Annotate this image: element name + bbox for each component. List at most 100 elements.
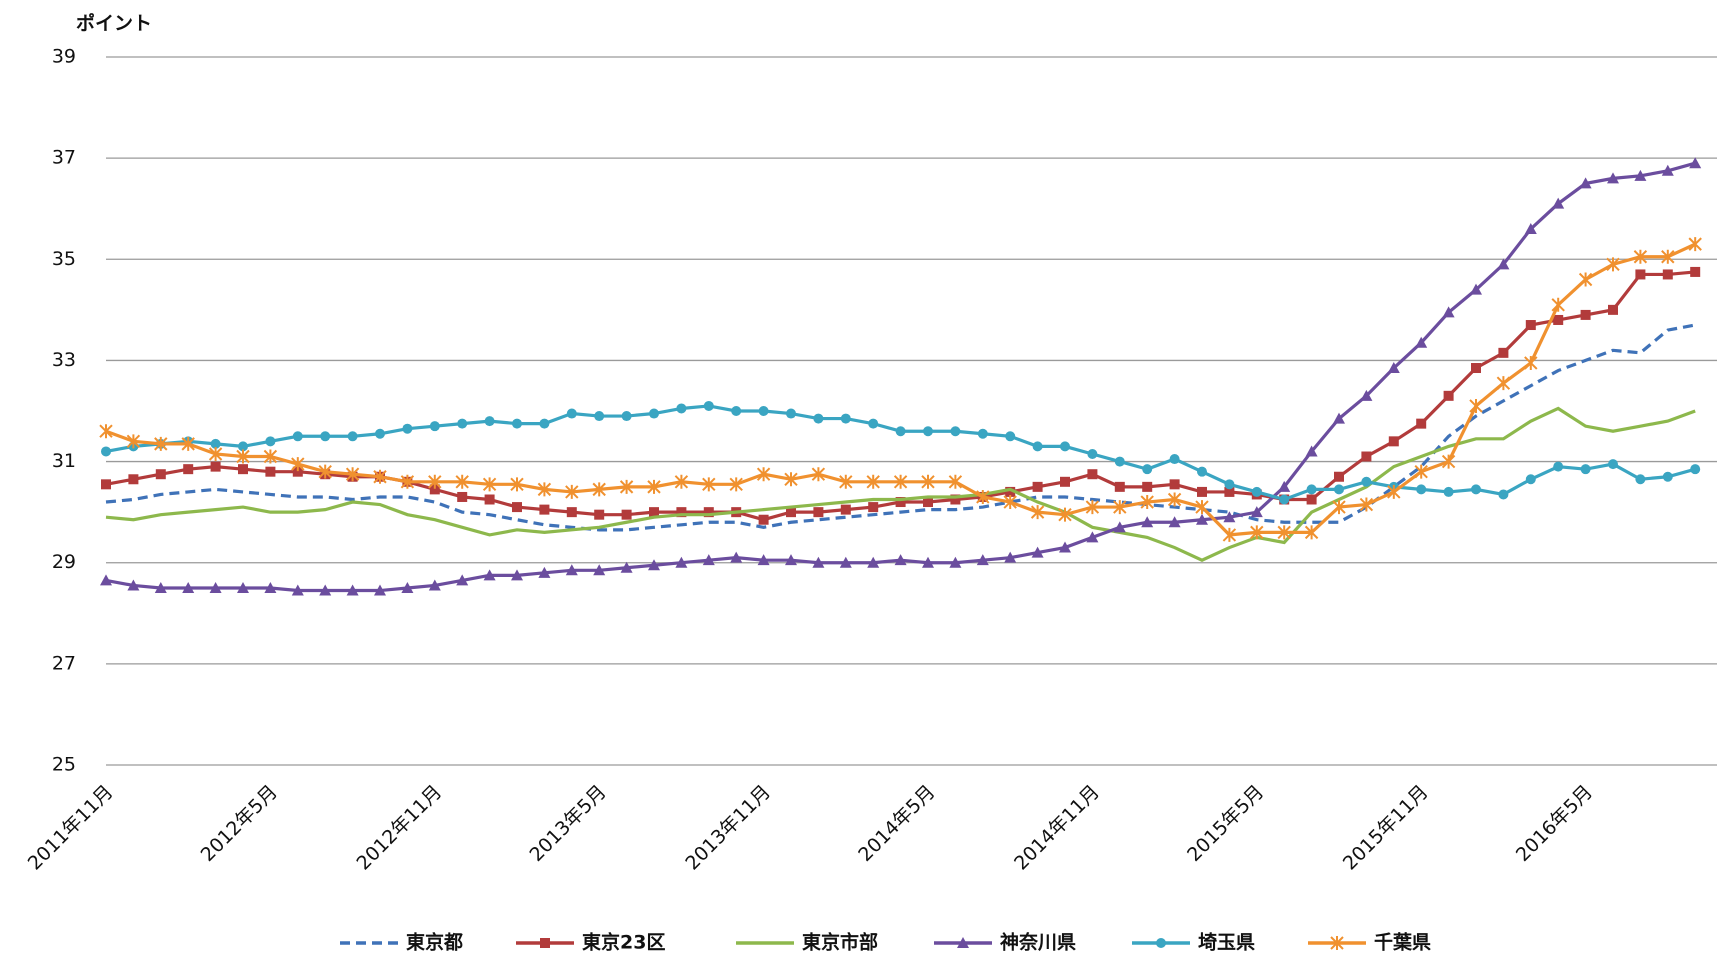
point xyxy=(320,431,331,442)
point xyxy=(1689,157,1702,169)
x-tick-label: 2013年5月 xyxy=(525,781,610,866)
point xyxy=(1469,398,1483,413)
point xyxy=(209,582,222,593)
point xyxy=(1032,481,1043,492)
point xyxy=(702,477,716,492)
point xyxy=(1334,471,1344,482)
point xyxy=(457,418,468,429)
point xyxy=(703,507,714,518)
point xyxy=(345,467,360,482)
point xyxy=(126,434,141,449)
point xyxy=(238,441,248,452)
point xyxy=(264,582,277,593)
point xyxy=(729,477,743,492)
point xyxy=(538,566,551,578)
point xyxy=(1004,551,1017,563)
legend-item: 千葉県 xyxy=(1308,932,1431,954)
point xyxy=(1361,451,1372,462)
point xyxy=(208,446,223,461)
point xyxy=(758,514,769,525)
legend-label: 東京都 xyxy=(406,931,463,954)
point xyxy=(428,474,442,489)
point xyxy=(566,408,577,419)
y-tick-label: 39 xyxy=(52,46,76,68)
point xyxy=(1524,355,1538,370)
point xyxy=(565,564,578,576)
point xyxy=(1114,481,1125,492)
point xyxy=(347,431,358,442)
point xyxy=(374,584,386,596)
point xyxy=(812,556,825,568)
point xyxy=(1279,494,1290,505)
point xyxy=(512,502,522,513)
point xyxy=(1003,495,1017,510)
point xyxy=(675,556,688,568)
point xyxy=(593,564,606,576)
point xyxy=(402,423,413,434)
point xyxy=(1031,546,1044,558)
point xyxy=(1334,484,1344,495)
point xyxy=(867,556,880,568)
point xyxy=(594,509,605,520)
point xyxy=(757,554,770,566)
point xyxy=(1634,169,1647,181)
point xyxy=(101,446,111,457)
point xyxy=(1524,222,1537,234)
point xyxy=(1141,516,1154,528)
point xyxy=(1442,306,1455,318)
point xyxy=(1498,489,1509,500)
point xyxy=(1688,237,1702,252)
point xyxy=(1580,309,1591,320)
point xyxy=(1414,464,1428,479)
point xyxy=(923,426,933,437)
point xyxy=(786,408,796,419)
point xyxy=(154,582,167,593)
point xyxy=(1195,500,1209,515)
point xyxy=(1578,272,1593,287)
point xyxy=(676,507,687,518)
legend-label: 千葉県 xyxy=(1374,932,1431,954)
point xyxy=(183,464,194,475)
point xyxy=(730,551,743,563)
point xyxy=(1140,495,1154,510)
point xyxy=(1222,527,1237,542)
point xyxy=(840,504,851,515)
point xyxy=(592,482,606,497)
point xyxy=(1197,466,1207,477)
point xyxy=(894,554,907,566)
point xyxy=(1416,484,1427,495)
point xyxy=(702,554,715,566)
point xyxy=(758,406,769,416)
y-tick-label: 27 xyxy=(52,652,76,674)
point xyxy=(923,497,933,508)
point xyxy=(1278,480,1291,492)
point xyxy=(1471,484,1481,495)
point xyxy=(482,477,497,492)
point xyxy=(594,411,605,422)
point xyxy=(265,436,276,447)
x-tick-label: 2012年11月 xyxy=(353,781,447,875)
point xyxy=(1113,521,1126,533)
point xyxy=(649,507,659,518)
point xyxy=(1196,513,1208,525)
series-line xyxy=(105,406,1696,562)
point xyxy=(840,413,851,424)
point xyxy=(291,584,304,596)
point xyxy=(1387,484,1401,499)
point xyxy=(400,474,415,489)
point xyxy=(1197,486,1207,497)
x-tick-label: 2012年5月 xyxy=(197,781,282,866)
point xyxy=(950,426,961,437)
point xyxy=(1525,320,1536,331)
point xyxy=(401,582,414,593)
point xyxy=(154,436,168,451)
point xyxy=(1525,474,1536,485)
point xyxy=(484,494,495,505)
point xyxy=(236,449,250,464)
point xyxy=(1661,249,1675,264)
y-tick-label: 31 xyxy=(52,450,76,472)
y-tick-label: 29 xyxy=(52,551,76,573)
point xyxy=(1113,500,1127,515)
point xyxy=(319,584,332,596)
x-tick-label: 2016年5月 xyxy=(1512,781,1597,866)
